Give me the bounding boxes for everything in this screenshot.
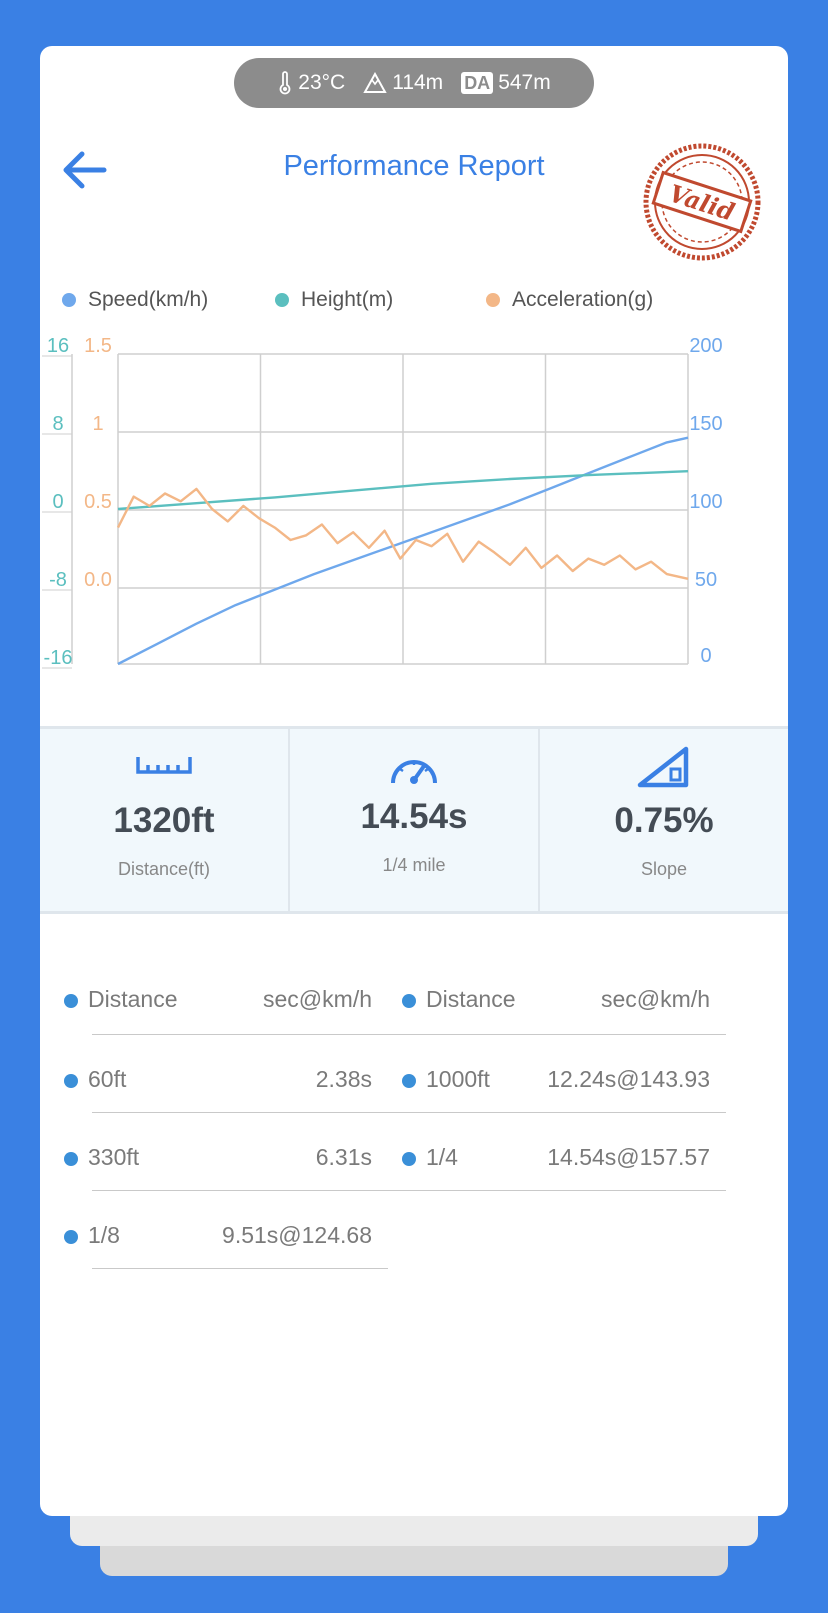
split-name: 60ft <box>88 1066 127 1092</box>
page-title: Performance Report <box>283 150 545 182</box>
split-dot <box>402 1152 416 1166</box>
split-row-eighth: 1/8 9.51s@124.68 <box>64 1222 372 1266</box>
acceleration-tick-label: 1 <box>92 413 103 435</box>
split-name: 1/4 <box>426 1144 458 1170</box>
split-dot <box>402 1074 416 1088</box>
stat-distance-value: 1320ft <box>113 801 215 840</box>
height-tick-label: -16 <box>44 647 73 669</box>
performance-chart: 16 8 0 -8 -16 1.5 1 0.5 0.0 200 150 100 50 0 <box>42 336 723 669</box>
stat-distance-label: Distance(ft) <box>117 859 211 879</box>
stat-quarter-mile-label: 1/4 mile <box>382 855 446 875</box>
stat-slope-label: Slope <box>640 859 688 879</box>
split-header-right-name: Distance <box>426 986 516 1012</box>
split-row-1000ft: 1000ft 12.24s@143.93 <box>402 1066 710 1110</box>
ruler-icon <box>136 757 192 774</box>
height-tick-label: 8 <box>52 413 63 435</box>
split-row-330ft: 330ft 6.31s <box>64 1144 372 1188</box>
split-header-left: Distance sec@km/h <box>64 986 372 1030</box>
height-tick-label: 16 <box>47 336 69 357</box>
series-line-speed <box>117 436 689 666</box>
acceleration-tick-label: 0.5 <box>84 491 112 513</box>
split-name: 330ft <box>88 1144 140 1170</box>
valid-stamp-seal: Valid <box>643 143 761 261</box>
legend-speed-dot <box>62 293 76 307</box>
split-name: 1000ft <box>426 1066 490 1092</box>
stat-slope: 0.75% Slope <box>538 729 788 911</box>
density-altitude-value: 547m <box>498 71 551 94</box>
stat-quarter-mile-value: 14.54s <box>360 797 468 836</box>
stat-slope-value: 0.75% <box>614 801 714 840</box>
split-value: 14.54s@157.57 <box>547 1144 710 1170</box>
report-card: 23°C 114m DA 547m Performance Report <box>40 46 788 1516</box>
acceleration-tick-label: 1.5 <box>84 336 112 357</box>
split-row-quarter: 1/4 14.54s@157.57 <box>402 1144 710 1188</box>
split-divider <box>92 1190 726 1191</box>
split-header-right-dot <box>402 994 416 1008</box>
altitude-value: 114m <box>392 71 444 94</box>
stats-panel: 1320ft Distance(ft) 14.54s 1/4 mile 0.75… <box>40 726 788 914</box>
split-value: 2.38s <box>315 1066 372 1092</box>
split-row-60ft: 60ft 2.38s <box>64 1066 372 1110</box>
split-value: 9.51s@124.68 <box>222 1222 372 1248</box>
legend-speed: Speed(km/h) <box>62 288 208 312</box>
split-header-left-name: Distance <box>88 986 178 1012</box>
split-divider <box>92 1034 726 1035</box>
split-header-left-dot <box>64 994 78 1008</box>
temperature-reading: 23°C <box>277 71 345 95</box>
mountain-icon <box>363 72 387 93</box>
arrow-left-icon <box>63 151 107 189</box>
temperature-value: 23°C <box>298 71 346 94</box>
speed-tick-label: 200 <box>689 336 722 357</box>
valid-stamp: Valid <box>640 140 764 264</box>
back-button[interactable] <box>56 142 112 198</box>
split-divider <box>92 1268 388 1269</box>
speed-tick-label: 100 <box>689 491 722 513</box>
split-dot <box>64 1074 78 1088</box>
density-altitude-badge: DA <box>461 72 494 94</box>
environment-pill: 23°C 114m DA 547m <box>234 58 594 108</box>
height-tick-label: -8 <box>49 569 67 591</box>
legend-speed-label: Speed(km/h) <box>88 288 209 311</box>
split-value: 12.24s@143.93 <box>547 1066 710 1092</box>
legend-height: Height(m) <box>275 288 393 312</box>
density-altitude-reading: DA 547m <box>461 71 551 95</box>
speed-tick-label: 0 <box>700 645 711 667</box>
series-line-height <box>117 470 689 511</box>
stat-quarter-mile: 14.54s 1/4 mile <box>288 729 538 911</box>
legend-acceleration: Acceleration(g) <box>486 288 653 312</box>
legend-acceleration-dot <box>486 293 500 307</box>
split-dot <box>64 1152 78 1166</box>
height-tick-label: 0 <box>52 491 63 513</box>
thermometer-icon <box>279 71 291 95</box>
stat-distance: 1320ft Distance(ft) <box>40 729 288 911</box>
altitude-reading: 114m <box>363 71 443 95</box>
speed-tick-label: 50 <box>695 569 717 591</box>
chart-legend: Speed(km/h) Height(m) Acceleration(g) <box>62 288 762 328</box>
speedometer-icon <box>391 760 437 784</box>
legend-height-label: Height(m) <box>301 288 394 311</box>
legend-acceleration-label: Acceleration(g) <box>512 288 654 311</box>
series-line-acceleration <box>116 487 689 580</box>
split-name: 1/8 <box>88 1222 120 1248</box>
split-header-right-value: sec@km/h <box>601 986 710 1012</box>
split-divider <box>92 1112 726 1113</box>
split-header-left-value: sec@km/h <box>263 986 372 1012</box>
split-dot <box>64 1230 78 1244</box>
slope-icon <box>637 746 689 788</box>
split-value: 6.31s <box>315 1144 372 1170</box>
acceleration-tick-label: 0.0 <box>84 569 112 591</box>
legend-height-dot <box>275 293 289 307</box>
split-header-right: Distance sec@km/h <box>402 986 710 1030</box>
speed-tick-label: 150 <box>689 413 722 435</box>
